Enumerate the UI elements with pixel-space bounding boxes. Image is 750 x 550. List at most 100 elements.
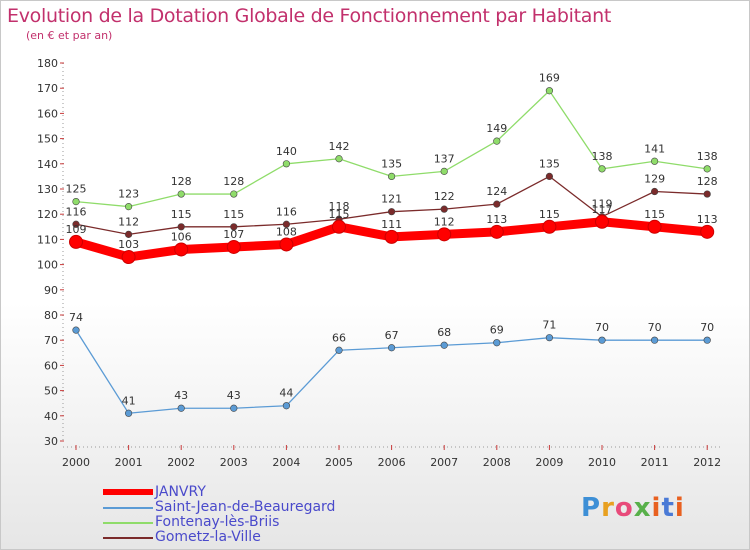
data-label: 111 bbox=[381, 218, 402, 231]
x-tick-label: 2002 bbox=[167, 456, 195, 469]
data-point bbox=[598, 165, 606, 173]
data-label: 43 bbox=[174, 389, 188, 402]
data-label: 41 bbox=[122, 394, 136, 407]
y-tick-label: 160 bbox=[37, 107, 58, 120]
x-tick-label: 2001 bbox=[115, 456, 143, 469]
data-point bbox=[440, 341, 448, 349]
data-point bbox=[595, 214, 609, 229]
data-label: 66 bbox=[332, 331, 346, 344]
proxiti-logo: Proxiti bbox=[581, 493, 685, 523]
data-label: 112 bbox=[434, 215, 455, 228]
data-label: 135 bbox=[539, 157, 560, 170]
y-tick-label: 120 bbox=[37, 208, 58, 221]
series-line-1 bbox=[75, 329, 708, 414]
data-point bbox=[650, 157, 659, 165]
data-point bbox=[230, 223, 238, 231]
y-tick-label: 40 bbox=[44, 410, 58, 423]
data-point bbox=[545, 172, 554, 180]
y-tick-label: 140 bbox=[37, 158, 58, 171]
data-point bbox=[177, 190, 185, 198]
data-label: 116 bbox=[276, 205, 297, 218]
series-lines bbox=[71, 90, 712, 414]
data-point bbox=[598, 336, 606, 344]
data-point bbox=[335, 155, 343, 163]
data-label: 115 bbox=[223, 208, 244, 221]
data-point bbox=[177, 223, 185, 231]
data-point bbox=[230, 404, 238, 412]
data-label: 106 bbox=[171, 230, 192, 243]
legend-label: Gometz-la-Ville bbox=[155, 529, 261, 545]
y-tick-label: 70 bbox=[44, 334, 58, 347]
data-label: 128 bbox=[223, 175, 244, 188]
data-label: 115 bbox=[644, 208, 665, 221]
data-point bbox=[440, 205, 448, 213]
data-point bbox=[279, 237, 294, 252]
data-point bbox=[703, 336, 711, 344]
data-label: 107 bbox=[223, 228, 244, 241]
data-point bbox=[226, 239, 241, 254]
data-point bbox=[72, 220, 80, 228]
chart-title: Evolution de la Dotation Globale de Fonc… bbox=[7, 5, 612, 27]
data-point bbox=[124, 409, 133, 417]
legend-swatch bbox=[103, 522, 153, 524]
data-label: 44 bbox=[279, 387, 293, 400]
x-tick-label: 2009 bbox=[535, 456, 563, 469]
data-label: 113 bbox=[486, 213, 507, 226]
y-tick-label: 80 bbox=[44, 309, 58, 322]
data-point bbox=[545, 87, 554, 95]
data-point bbox=[282, 402, 291, 410]
data-label: 74 bbox=[69, 311, 83, 324]
data-label: 124 bbox=[486, 185, 507, 198]
series-points bbox=[69, 87, 715, 417]
data-label: 138 bbox=[592, 150, 613, 163]
data-point bbox=[282, 220, 291, 228]
data-point bbox=[650, 187, 659, 196]
y-tick-label: 100 bbox=[37, 259, 58, 272]
y-tick-label: 150 bbox=[37, 133, 58, 146]
data-point bbox=[72, 198, 80, 206]
data-label: 121 bbox=[381, 193, 402, 206]
data-label: 142 bbox=[329, 140, 350, 153]
data-label: 115 bbox=[329, 208, 350, 221]
data-point bbox=[647, 219, 662, 234]
x-tick-label: 2000 bbox=[62, 456, 90, 469]
chart-axes: 30 40 50 60 70 80 90 100 110 120 130 140 150 160 170 18… bbox=[37, 57, 723, 469]
data-point bbox=[703, 190, 711, 198]
y-tick-label: 30 bbox=[44, 435, 58, 448]
data-labels: 125 123 128 128 140 142 135 137 149 169 138 141 138 1… bbox=[66, 72, 718, 408]
x-tick-label: 2008 bbox=[483, 456, 511, 469]
x-tick-label: 2007 bbox=[430, 456, 458, 469]
data-label: 149 bbox=[486, 122, 507, 135]
y-tick-label: 90 bbox=[44, 284, 58, 297]
data-point bbox=[174, 242, 189, 257]
data-point bbox=[335, 346, 343, 354]
x-tick-label: 2010 bbox=[588, 456, 616, 469]
data-point bbox=[437, 227, 452, 242]
data-point bbox=[545, 334, 554, 342]
x-tick-label: 2011 bbox=[641, 456, 669, 469]
y-tick-label: 110 bbox=[37, 233, 58, 246]
y-tick-label: 130 bbox=[37, 183, 58, 196]
data-point bbox=[493, 339, 501, 347]
x-tick-label: 2006 bbox=[378, 456, 406, 469]
data-point bbox=[124, 203, 133, 211]
x-tick-label: 2004 bbox=[272, 456, 300, 469]
x-tick-label: 2005 bbox=[325, 456, 353, 469]
y-tick-label: 50 bbox=[44, 385, 58, 398]
data-label: 103 bbox=[118, 238, 139, 251]
data-label: 70 bbox=[595, 321, 609, 334]
data-label: 169 bbox=[539, 72, 560, 85]
x-tick-label: 2003 bbox=[220, 456, 248, 469]
data-label: 67 bbox=[385, 329, 399, 342]
data-point bbox=[542, 219, 557, 234]
legend-label: Saint-Jean-de-Beauregard bbox=[155, 499, 336, 515]
data-label: 138 bbox=[697, 150, 718, 163]
data-point bbox=[388, 208, 396, 216]
data-point bbox=[230, 190, 238, 198]
data-label: 125 bbox=[66, 183, 87, 196]
y-tick-label: 180 bbox=[37, 57, 58, 70]
data-point bbox=[69, 234, 83, 249]
data-point bbox=[440, 167, 448, 175]
